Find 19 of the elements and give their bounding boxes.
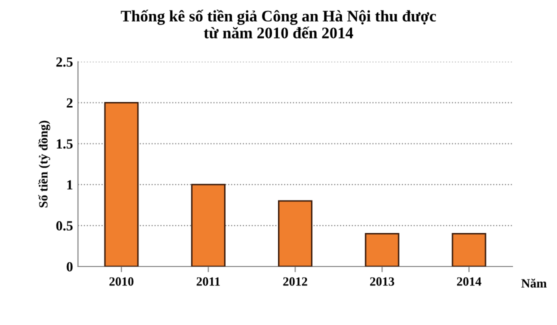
y-tick-label: 1 <box>67 180 72 190</box>
chart-title: Thống kê số tiền giả Công an Hà Nội thu được từ năm 2010 đến 2014 <box>120 10 436 38</box>
y-tick-label: 0.5 <box>56 221 73 231</box>
bar <box>452 233 486 266</box>
y-tick-label: 0 <box>66 262 73 272</box>
y-axis-title: Số tiền (tỷ đồng) <box>38 120 50 208</box>
x-tick-label: 2014 <box>457 277 482 286</box>
bar <box>364 233 400 266</box>
x-axis-title: Năm <box>521 278 547 288</box>
bar <box>191 184 226 266</box>
x-tick-label: 2011 <box>196 277 220 286</box>
y-tick-label: 1.5 <box>56 139 73 149</box>
bar <box>104 102 139 266</box>
x-tick-label: 2012 <box>283 277 308 286</box>
y-tick-label: 2 <box>66 98 73 108</box>
bar <box>278 200 312 266</box>
x-tick-label: 2013 <box>370 277 394 286</box>
x-tick-label: 2010 <box>109 277 134 286</box>
y-tick-label: 2.5 <box>56 57 73 67</box>
